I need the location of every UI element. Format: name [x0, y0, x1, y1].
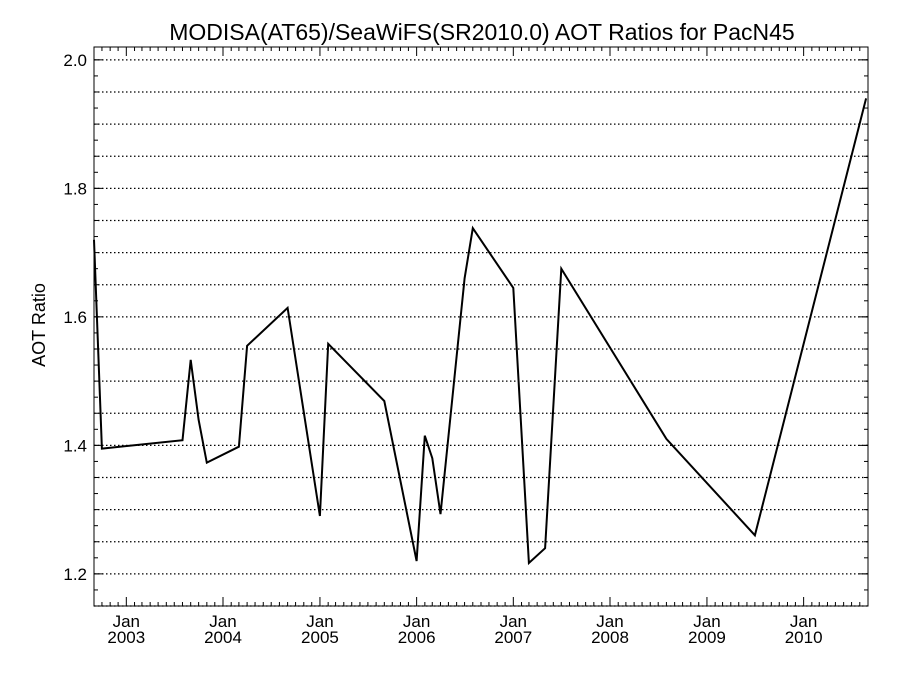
x-tick-label-month: Jan	[693, 612, 720, 631]
grid	[94, 59, 868, 607]
y-tick-label: 2.0	[63, 51, 87, 70]
y-tick-label: 1.6	[63, 308, 87, 327]
x-tick-label-month: Jan	[500, 612, 527, 631]
x-tick-label-year: 2004	[204, 628, 242, 647]
y-tick-label: 1.4	[63, 436, 87, 455]
x-tick-label-year: 2003	[107, 628, 145, 647]
series-line	[93, 98, 868, 566]
x-tick-label-year: 2005	[301, 628, 339, 647]
x-tick-label-year: 2009	[688, 628, 726, 647]
x-axis: Jan2003Jan2004Jan2005Jan2006Jan2007Jan20…	[107, 612, 822, 647]
x-tick-label-year: 2010	[785, 628, 823, 647]
y-axis: 1.2 1.4 1.6 1.8 2.0	[63, 51, 868, 584]
x-tick-label-month: Jan	[403, 612, 430, 631]
x-tick-label-year: 2008	[591, 628, 629, 647]
x-tick-label-month: Jan	[306, 612, 333, 631]
x-tick-label-month: Jan	[113, 612, 140, 631]
y-axis-label: AOT Ratio	[29, 283, 49, 367]
plot-frame	[93, 46, 869, 607]
x-tick-label-month: Jan	[790, 612, 817, 631]
x-tick-label-year: 2007	[494, 628, 532, 647]
x-tick-label-month: Jan	[209, 612, 236, 631]
chart-title: MODISA(AT65)/SeaWiFS(SR2010.0) AOT Ratio…	[169, 19, 794, 45]
x-tick-label-year: 2006	[398, 628, 436, 647]
y-tick-label: 1.2	[63, 565, 87, 584]
x-tick-label-month: Jan	[596, 612, 623, 631]
y-tick-label: 1.8	[63, 179, 87, 198]
minor-ticks	[93, 47, 869, 607]
